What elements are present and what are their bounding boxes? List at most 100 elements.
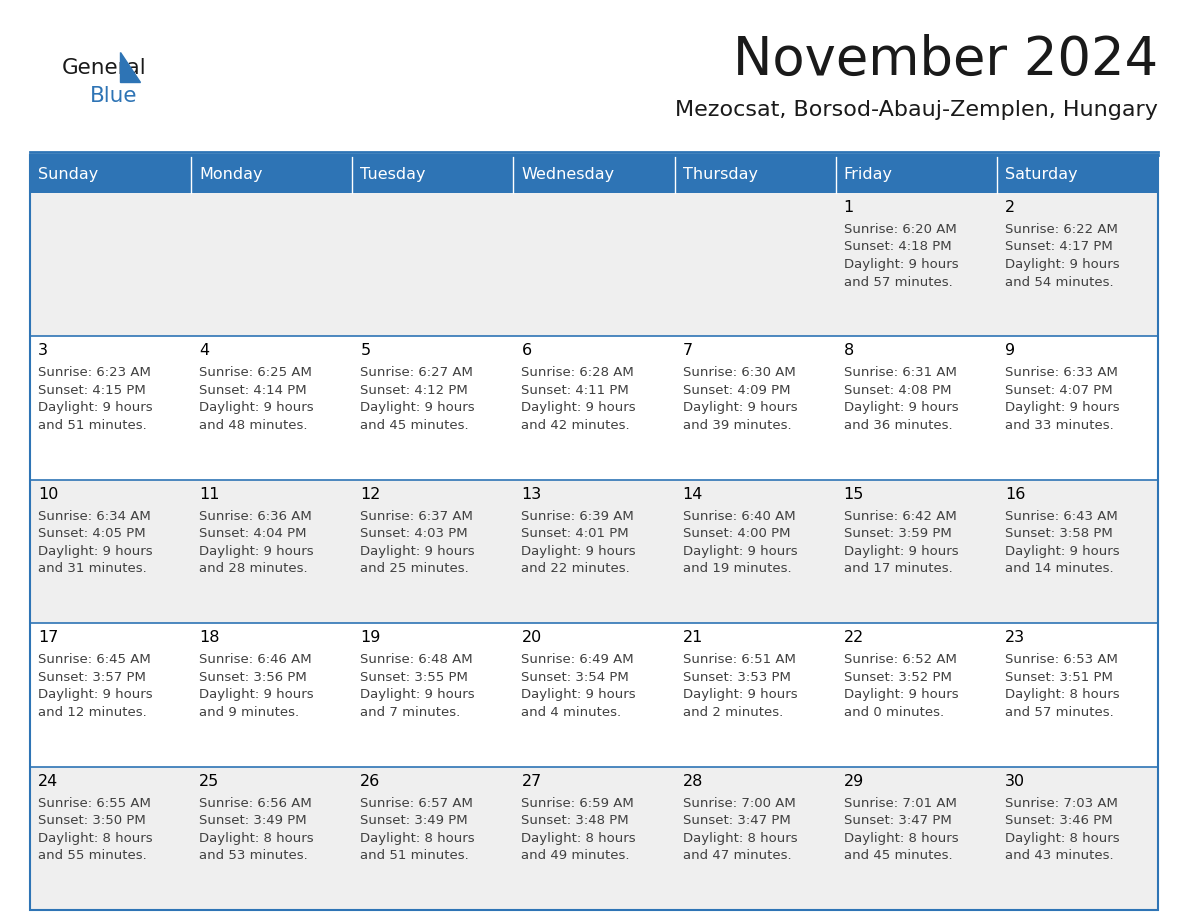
Text: and 45 minutes.: and 45 minutes. [360,419,469,431]
Text: Sunrise: 6:45 AM: Sunrise: 6:45 AM [38,654,151,666]
Text: 23: 23 [1005,630,1025,645]
Text: Sunrise: 6:22 AM: Sunrise: 6:22 AM [1005,223,1118,236]
Text: and 0 minutes.: and 0 minutes. [843,706,943,719]
Polygon shape [120,52,140,82]
Text: Sunrise: 7:00 AM: Sunrise: 7:00 AM [683,797,795,810]
Text: and 2 minutes.: and 2 minutes. [683,706,783,719]
Text: Sunset: 3:59 PM: Sunset: 3:59 PM [843,527,952,541]
Bar [30,480,1158,623]
Text: Sunrise: 6:40 AM: Sunrise: 6:40 AM [683,509,795,522]
Text: Daylight: 9 hours: Daylight: 9 hours [200,544,314,558]
Text: Daylight: 9 hours: Daylight: 9 hours [360,544,475,558]
Text: 18: 18 [200,630,220,645]
Bar [997,155,1158,193]
Text: Daylight: 9 hours: Daylight: 9 hours [1005,544,1119,558]
Text: and 45 minutes.: and 45 minutes. [843,849,953,862]
Text: and 4 minutes.: and 4 minutes. [522,706,621,719]
Text: Daylight: 9 hours: Daylight: 9 hours [683,401,797,414]
Text: and 55 minutes.: and 55 minutes. [38,849,147,862]
Text: Sunset: 4:12 PM: Sunset: 4:12 PM [360,384,468,397]
Text: and 36 minutes.: and 36 minutes. [843,419,953,431]
Text: and 14 minutes.: and 14 minutes. [1005,563,1113,576]
Text: and 42 minutes.: and 42 minutes. [522,419,630,431]
Text: and 53 minutes.: and 53 minutes. [200,849,308,862]
Text: Sunrise: 6:31 AM: Sunrise: 6:31 AM [843,366,956,379]
Text: Daylight: 9 hours: Daylight: 9 hours [1005,401,1119,414]
Text: Daylight: 9 hours: Daylight: 9 hours [522,401,636,414]
Text: Daylight: 9 hours: Daylight: 9 hours [683,544,797,558]
Text: Sunset: 4:18 PM: Sunset: 4:18 PM [843,241,952,253]
Text: 2: 2 [1005,200,1015,215]
Text: 27: 27 [522,774,542,789]
Text: 3: 3 [38,343,48,358]
Text: and 54 minutes.: and 54 minutes. [1005,275,1113,288]
Text: Sunset: 3:57 PM: Sunset: 3:57 PM [38,671,146,684]
Text: Sunset: 4:05 PM: Sunset: 4:05 PM [38,527,146,541]
Text: Monday: Monday [200,166,263,182]
Text: Sunrise: 6:53 AM: Sunrise: 6:53 AM [1005,654,1118,666]
Text: 19: 19 [360,630,380,645]
Text: Sunset: 4:11 PM: Sunset: 4:11 PM [522,384,630,397]
Text: Tuesday: Tuesday [360,166,425,182]
Text: Daylight: 9 hours: Daylight: 9 hours [200,401,314,414]
Text: Sunset: 3:56 PM: Sunset: 3:56 PM [200,671,307,684]
Text: and 28 minutes.: and 28 minutes. [200,563,308,576]
Text: Sunset: 3:47 PM: Sunset: 3:47 PM [843,814,952,827]
Text: Sunrise: 6:30 AM: Sunrise: 6:30 AM [683,366,795,379]
Text: Sunset: 3:46 PM: Sunset: 3:46 PM [1005,814,1112,827]
Text: Sunset: 3:52 PM: Sunset: 3:52 PM [843,671,952,684]
Text: and 47 minutes.: and 47 minutes. [683,849,791,862]
Text: Sunrise: 6:43 AM: Sunrise: 6:43 AM [1005,509,1118,522]
Text: 7: 7 [683,343,693,358]
Text: Daylight: 9 hours: Daylight: 9 hours [200,688,314,701]
Text: Daylight: 8 hours: Daylight: 8 hours [360,832,475,845]
Text: and 12 minutes.: and 12 minutes. [38,706,147,719]
Text: Sunrise: 6:59 AM: Sunrise: 6:59 AM [522,797,634,810]
Text: Sunrise: 6:28 AM: Sunrise: 6:28 AM [522,366,634,379]
Text: Sunrise: 6:46 AM: Sunrise: 6:46 AM [200,654,311,666]
Text: Sunrise: 6:49 AM: Sunrise: 6:49 AM [522,654,634,666]
Text: Sunset: 4:17 PM: Sunset: 4:17 PM [1005,241,1113,253]
Text: 17: 17 [38,630,58,645]
Text: 15: 15 [843,487,864,502]
Text: Sunday: Sunday [38,166,99,182]
Text: Daylight: 9 hours: Daylight: 9 hours [522,688,636,701]
Text: and 48 minutes.: and 48 minutes. [200,419,308,431]
Text: 22: 22 [843,630,864,645]
Text: 20: 20 [522,630,542,645]
Text: 8: 8 [843,343,854,358]
Bar [353,155,513,193]
Text: Daylight: 9 hours: Daylight: 9 hours [683,688,797,701]
Bar [30,623,1158,767]
Text: Daylight: 8 hours: Daylight: 8 hours [1005,832,1119,845]
Text: and 49 minutes.: and 49 minutes. [522,849,630,862]
Text: 10: 10 [38,487,58,502]
Bar [30,155,1158,910]
Text: Sunset: 4:00 PM: Sunset: 4:00 PM [683,527,790,541]
Text: Sunrise: 6:37 AM: Sunrise: 6:37 AM [360,509,473,522]
Text: 21: 21 [683,630,703,645]
Text: Sunset: 3:58 PM: Sunset: 3:58 PM [1005,527,1113,541]
Text: Daylight: 8 hours: Daylight: 8 hours [843,832,959,845]
Text: Daylight: 9 hours: Daylight: 9 hours [1005,258,1119,271]
Text: and 17 minutes.: and 17 minutes. [843,563,953,576]
Text: Wednesday: Wednesday [522,166,614,182]
Text: Sunset: 4:15 PM: Sunset: 4:15 PM [38,384,146,397]
Text: Daylight: 9 hours: Daylight: 9 hours [843,258,959,271]
Text: Sunset: 3:49 PM: Sunset: 3:49 PM [200,814,307,827]
Text: 30: 30 [1005,774,1025,789]
Text: Daylight: 9 hours: Daylight: 9 hours [522,544,636,558]
Text: Sunset: 3:54 PM: Sunset: 3:54 PM [522,671,630,684]
Text: 6: 6 [522,343,531,358]
Text: Sunset: 3:50 PM: Sunset: 3:50 PM [38,814,146,827]
Text: Sunset: 4:14 PM: Sunset: 4:14 PM [200,384,307,397]
Text: 14: 14 [683,487,703,502]
Text: Sunset: 3:53 PM: Sunset: 3:53 PM [683,671,790,684]
Text: and 22 minutes.: and 22 minutes. [522,563,630,576]
Bar [30,193,1158,336]
Text: Sunrise: 7:01 AM: Sunrise: 7:01 AM [843,797,956,810]
Text: and 33 minutes.: and 33 minutes. [1005,419,1113,431]
Bar [513,155,675,193]
Text: and 57 minutes.: and 57 minutes. [1005,706,1113,719]
Bar [30,155,191,193]
